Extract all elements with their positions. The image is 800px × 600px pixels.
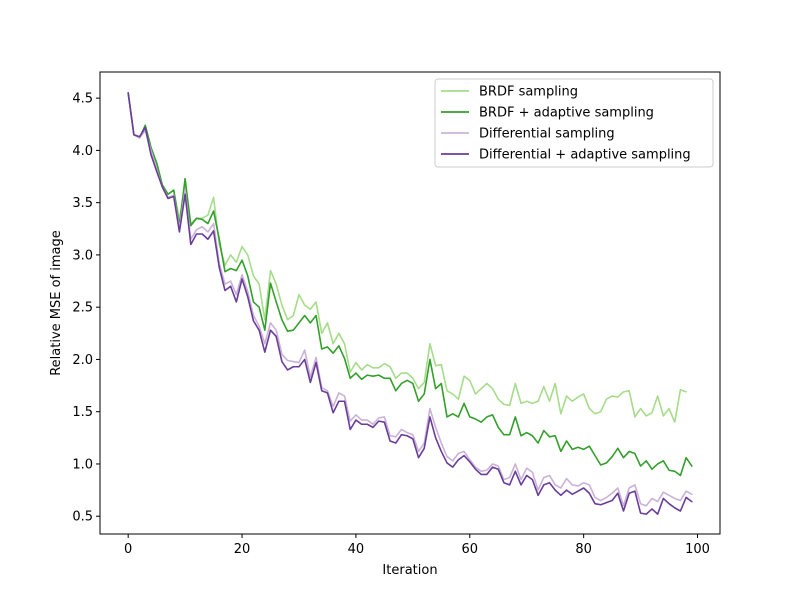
legend-label: BRDF + adaptive sampling [479, 106, 654, 121]
legend-label: BRDF sampling [479, 85, 578, 100]
legend-label: Differential sampling [479, 127, 615, 142]
x-tick-label: 60 [462, 542, 479, 557]
x-tick-label: 40 [348, 542, 365, 557]
y-tick-label: 4.5 [72, 92, 93, 107]
series-line-2 [127, 92, 693, 477]
y-tick-label: 4.0 [72, 144, 93, 159]
y-tick-label: 0.5 [72, 510, 93, 525]
x-tick-label: 80 [575, 542, 592, 557]
legend-label: Differential + adaptive sampling [479, 148, 691, 163]
x-tick-label: 20 [234, 542, 251, 557]
series-line-3 [127, 92, 693, 507]
axes-frame [99, 71, 721, 535]
x-axis-label: Iteration [382, 563, 437, 578]
y-axis-label: Relative MSE of image [49, 230, 64, 376]
y-tick-label: 1.0 [72, 457, 93, 472]
y-tick-label: 2.5 [72, 301, 93, 316]
x-tick-label: 100 [685, 542, 710, 557]
y-tick-label: 2.0 [72, 353, 93, 368]
y-tick-label: 3.0 [72, 248, 93, 263]
y-tick-label: 3.5 [72, 196, 93, 211]
ticks-layer: 0 20 40 60 80 100 0.5 1.0 1.5 2.0 2.5 3.0 3.5 4.0 4.5 [72, 92, 710, 557]
legend-box [434, 78, 714, 168]
x-tick-label: 0 [124, 542, 132, 557]
legend: BRDF sampling BRDF + adaptive sampling Dif… [434, 78, 714, 168]
series-line-4 [127, 92, 693, 515]
series-layer [127, 92, 693, 515]
y-tick-label: 1.5 [72, 405, 93, 420]
